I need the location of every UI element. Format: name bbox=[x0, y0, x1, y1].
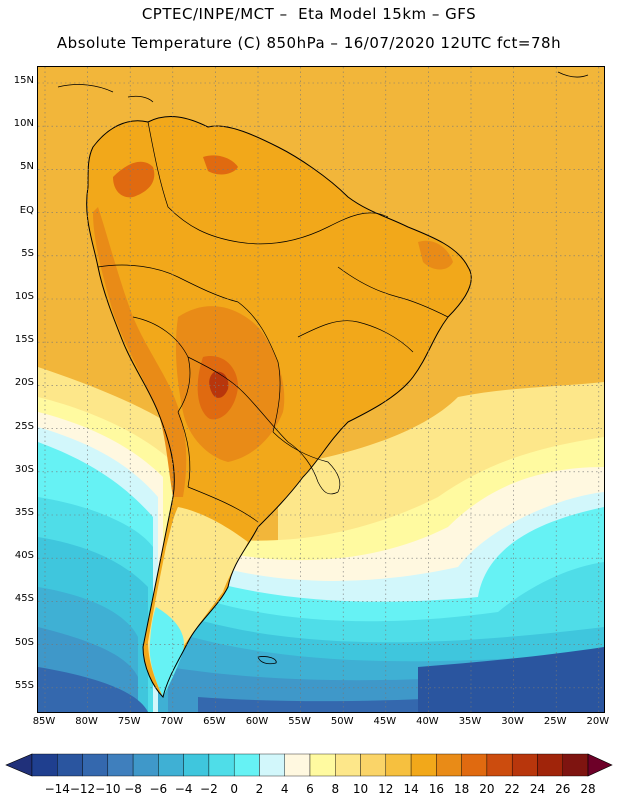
lon-label: 35W bbox=[458, 716, 482, 727]
colorbar-swatch bbox=[57, 753, 83, 777]
lon-label: 30W bbox=[501, 716, 524, 727]
falkland-islands bbox=[257, 656, 277, 665]
colorbar-label: 10 bbox=[352, 782, 369, 796]
lon-label: 20W bbox=[586, 716, 610, 727]
colorbar-label: 24 bbox=[529, 782, 546, 796]
lon-label: 70W bbox=[160, 716, 184, 727]
colorbar-swatch bbox=[511, 753, 538, 777]
lon-label: 40W bbox=[416, 716, 439, 727]
lat-label: 10S bbox=[14, 291, 34, 302]
colorbar-label: 26 bbox=[555, 782, 571, 796]
lat-label: 45S bbox=[14, 593, 34, 605]
colorbar-swatch bbox=[31, 753, 58, 777]
land-hottest-spot bbox=[209, 371, 229, 398]
colorbar-swatch bbox=[107, 753, 134, 777]
colorbar-label: 20 bbox=[479, 782, 495, 796]
colorbar-swatch bbox=[284, 753, 311, 777]
country-borders bbox=[97, 121, 449, 523]
colorbar-swatch bbox=[461, 753, 488, 777]
title-line-2: Absolute Temperature (C) 850hPa – 16/07/… bbox=[56, 34, 562, 52]
colorbar-swatch bbox=[82, 753, 109, 777]
lon-label: 80W bbox=[75, 716, 98, 727]
colorbar-swatch bbox=[410, 753, 437, 777]
colorbar-swatch bbox=[562, 753, 589, 777]
lat-label: 30S bbox=[14, 463, 34, 475]
ne-brazil-warm bbox=[418, 240, 453, 270]
venezuela-highlands bbox=[203, 155, 238, 175]
temperature-map bbox=[38, 67, 604, 712]
colorbar-label: −12 bbox=[69, 782, 96, 796]
lat-label: 25S bbox=[14, 420, 34, 432]
lat-label: 55S bbox=[14, 679, 34, 691]
colorbar-label: 22 bbox=[504, 782, 520, 796]
colorbar-swatch bbox=[183, 753, 210, 777]
colombia-highlands bbox=[113, 161, 155, 198]
lat-label: 40S bbox=[14, 550, 34, 562]
colorbar-label: −14 bbox=[44, 782, 70, 796]
colorbar-label: 18 bbox=[453, 782, 470, 796]
lon-label: 45W bbox=[373, 716, 397, 727]
colorbar bbox=[5, 753, 613, 777]
lon-label: 65W bbox=[203, 716, 226, 727]
lat-label: 5S bbox=[21, 247, 34, 259]
colorbar-label: 12 bbox=[378, 782, 394, 796]
lat-label: 15S bbox=[14, 334, 34, 346]
lon-label: 75W bbox=[117, 716, 141, 727]
colorbar-label: 2 bbox=[255, 782, 264, 796]
colorbar-label: −4 bbox=[174, 782, 193, 796]
lon-label: 50W bbox=[330, 716, 354, 727]
colorbar-swatch bbox=[158, 753, 184, 777]
colorbar-swatch bbox=[335, 753, 361, 777]
lon-label: 85W bbox=[32, 716, 56, 727]
colorbar-swatch bbox=[259, 753, 285, 777]
colorbar-label: −2 bbox=[200, 782, 218, 796]
lat-label: 35S bbox=[14, 507, 34, 518]
colorbar-label: −10 bbox=[95, 782, 121, 796]
colorbar-swatch bbox=[360, 753, 387, 777]
colorbar-swatch bbox=[208, 753, 235, 777]
colorbar-under-arrow bbox=[5, 753, 33, 777]
colorbar-label: 14 bbox=[403, 782, 419, 796]
colorbar-label: 6 bbox=[306, 782, 314, 796]
colorbar-swatch bbox=[537, 753, 563, 777]
lat-label: 10N bbox=[13, 118, 34, 130]
lon-label: 55W bbox=[288, 716, 311, 727]
colorbar-over-arrow bbox=[587, 753, 613, 777]
lon-label: 25W bbox=[543, 716, 567, 727]
colorbar-swatch bbox=[233, 753, 260, 777]
colorbar-label: 4 bbox=[280, 782, 289, 796]
band-minus12c bbox=[418, 647, 604, 712]
patagonia-land bbox=[149, 607, 184, 697]
colorbar-label: −8 bbox=[124, 782, 142, 796]
colorbar-label: 28 bbox=[580, 782, 596, 796]
colorbar-swatch bbox=[385, 753, 412, 777]
title-line-1: CPTEC/INPE/MCT – Eta Model 15km – GFS bbox=[141, 5, 477, 23]
colorbar-swatch bbox=[486, 753, 513, 777]
lon-label: 60W bbox=[245, 716, 269, 727]
lat-label: 20S bbox=[14, 377, 34, 389]
colorbar-swatch bbox=[132, 753, 159, 777]
colorbar-label: 8 bbox=[331, 782, 340, 796]
colorbar-swatch bbox=[436, 753, 462, 777]
colorbar-label: 16 bbox=[428, 782, 444, 796]
colorbar-swatch bbox=[309, 753, 336, 777]
colorbar-label: 0 bbox=[230, 782, 238, 796]
lat-label: 50S bbox=[14, 636, 34, 648]
lat-label: 5N bbox=[20, 161, 34, 173]
lat-label: 15N bbox=[13, 75, 34, 86]
colorbar-label: −6 bbox=[149, 782, 168, 796]
map-panel bbox=[37, 66, 605, 713]
lat-label: EQ bbox=[19, 204, 34, 216]
